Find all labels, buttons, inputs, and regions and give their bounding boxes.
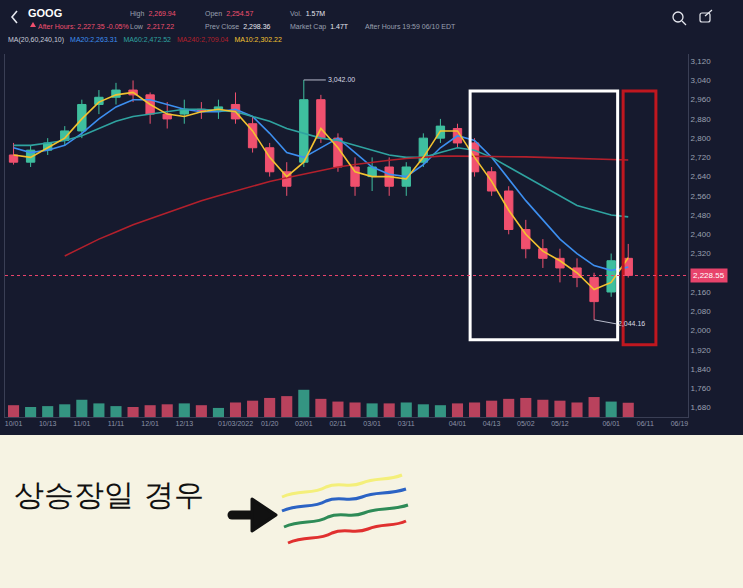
svg-text:2,000: 2,000 bbox=[691, 326, 712, 335]
svg-text:11/01: 11/01 bbox=[73, 420, 90, 427]
svg-text:01/03/2022: 01/03/2022 bbox=[218, 420, 253, 427]
svg-text:3,120: 3,120 bbox=[691, 57, 712, 66]
html-text:Low: Low bbox=[130, 23, 143, 30]
svg-text:04/01: 04/01 bbox=[449, 420, 467, 427]
svg-text:1,760: 1,760 bbox=[691, 384, 712, 393]
svg-text:2,400: 2,400 bbox=[691, 230, 712, 239]
html-text:Market Cap: Market Cap bbox=[290, 23, 327, 30]
html-text:상승장일 경우: 상승장일 경우 bbox=[14, 477, 204, 512]
svg-text:2,960: 2,960 bbox=[691, 95, 712, 104]
svg-text:11/11: 11/11 bbox=[108, 420, 125, 427]
svg-text:05/12: 05/12 bbox=[551, 420, 569, 427]
html-text:High: High bbox=[130, 10, 145, 17]
html-text:MA10:2,302.22: MA10:2,302.22 bbox=[234, 36, 282, 43]
svg-text:2,044.16: 2,044.16 bbox=[618, 320, 645, 327]
svg-text:02/01: 02/01 bbox=[295, 420, 313, 427]
svg-text:3,040: 3,040 bbox=[691, 76, 712, 85]
svg-text:03/01: 03/01 bbox=[363, 420, 381, 427]
html-text:1.57M: 1.57M bbox=[305, 10, 326, 17]
svg-text:12/13: 12/13 bbox=[176, 420, 194, 427]
svg-text:06/19: 06/19 bbox=[671, 420, 689, 427]
svg-text:1,680: 1,680 bbox=[691, 403, 712, 412]
svg-text:2,560: 2,560 bbox=[691, 192, 712, 201]
html-text:Open: Open bbox=[205, 10, 223, 17]
html-text:2,254.57: 2,254.57 bbox=[226, 10, 254, 17]
svg-text:2,228.55: 2,228.55 bbox=[693, 271, 725, 280]
html-text:2,217.22: 2,217.22 bbox=[146, 23, 175, 30]
html-text:Prev Close: Prev Close bbox=[205, 23, 240, 30]
svg-text:1,840: 1,840 bbox=[691, 365, 712, 374]
html-text:2,269.94: 2,269.94 bbox=[148, 10, 176, 17]
html-text:GOOG: GOOG bbox=[28, 7, 63, 19]
svg-text:06/11: 06/11 bbox=[637, 420, 654, 427]
svg-text:2,080: 2,080 bbox=[691, 307, 712, 316]
html-text:1.47T: 1.47T bbox=[330, 23, 349, 30]
svg-text:2,800: 2,800 bbox=[691, 134, 712, 143]
svg-text:10/01: 10/01 bbox=[5, 420, 23, 427]
svg-text:03/11: 03/11 bbox=[398, 420, 415, 427]
html-text:MA(20,60,240,10): MA(20,60,240,10) bbox=[8, 36, 64, 43]
svg-text:2,720: 2,720 bbox=[691, 153, 712, 162]
svg-text:10/13: 10/13 bbox=[39, 420, 57, 427]
svg-text:05/02: 05/02 bbox=[517, 420, 535, 427]
html-text:After Hours 19:59 06/10 EDT: After Hours 19:59 06/10 EDT bbox=[365, 23, 456, 30]
html-text:After Hours: 2,227.35 -0.05%: After Hours: 2,227.35 -0.05% bbox=[38, 23, 129, 30]
html-text:Vol.: Vol. bbox=[290, 10, 302, 17]
svg-text:12/01: 12/01 bbox=[141, 420, 159, 427]
svg-text:1,920: 1,920 bbox=[691, 345, 712, 354]
svg-text:3,042.00: 3,042.00 bbox=[328, 76, 355, 83]
html-text:MA20:2,263.31: MA20:2,263.31 bbox=[70, 36, 118, 43]
html-text:2,298.36: 2,298.36 bbox=[243, 23, 271, 30]
html-text:MA240:2,709.04: MA240:2,709.04 bbox=[177, 36, 229, 43]
svg-text:2,480: 2,480 bbox=[691, 211, 712, 220]
svg-text:2,880: 2,880 bbox=[691, 115, 712, 124]
svg-text:2,640: 2,640 bbox=[691, 172, 712, 181]
svg-text:06/01: 06/01 bbox=[602, 420, 620, 427]
svg-text:2,160: 2,160 bbox=[691, 288, 712, 297]
svg-text:04/13: 04/13 bbox=[483, 420, 501, 427]
svg-text:02/11: 02/11 bbox=[329, 420, 346, 427]
svg-text:01/20: 01/20 bbox=[261, 420, 279, 427]
html-text:MA60:2,472.52: MA60:2,472.52 bbox=[123, 36, 171, 43]
svg-text:2,320: 2,320 bbox=[691, 249, 712, 258]
